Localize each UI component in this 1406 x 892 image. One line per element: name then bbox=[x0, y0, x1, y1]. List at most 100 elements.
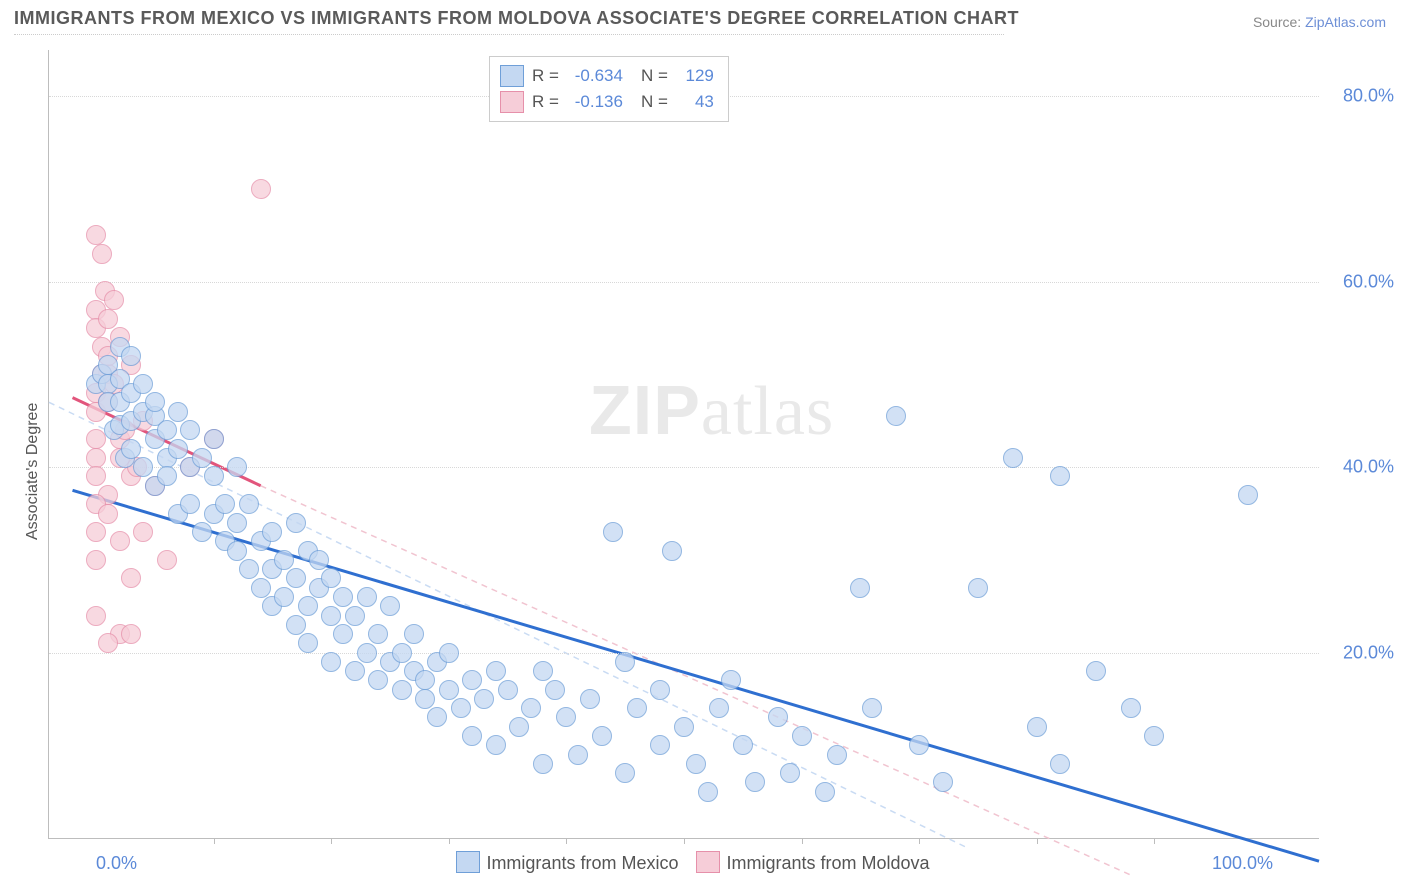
point-mexico bbox=[909, 735, 929, 755]
point-mexico bbox=[133, 374, 153, 394]
point-mexico bbox=[262, 522, 282, 542]
point-mexico bbox=[1144, 726, 1164, 746]
legend-r-label: R = bbox=[532, 63, 559, 89]
x-minor-tick bbox=[1037, 838, 1038, 844]
trend-line bbox=[261, 486, 1131, 875]
point-moldova bbox=[251, 179, 271, 199]
point-mexico bbox=[345, 606, 365, 626]
point-mexico bbox=[168, 402, 188, 422]
legend-series: Immigrants from Mexico Immigrants from Mo… bbox=[49, 851, 1319, 874]
point-mexico bbox=[192, 448, 212, 468]
point-mexico bbox=[1050, 466, 1070, 486]
legend-row: R =-0.634N =129 bbox=[500, 63, 714, 89]
y-axis-label: Associate's Degree bbox=[24, 403, 42, 540]
legend-r-value: -0.136 bbox=[567, 89, 623, 115]
legend-series-label: Immigrants from Mexico bbox=[486, 853, 678, 873]
point-mexico bbox=[239, 559, 259, 579]
point-mexico bbox=[886, 406, 906, 426]
point-moldova bbox=[104, 290, 124, 310]
point-mexico bbox=[1086, 661, 1106, 681]
y-tick-label: 40.0% bbox=[1343, 457, 1394, 478]
point-moldova bbox=[86, 225, 106, 245]
point-moldova bbox=[133, 522, 153, 542]
point-moldova bbox=[121, 624, 141, 644]
legend-swatch bbox=[456, 851, 480, 873]
point-mexico bbox=[204, 429, 224, 449]
point-mexico bbox=[215, 494, 235, 514]
y-tick-label: 60.0% bbox=[1343, 271, 1394, 292]
title-underline bbox=[14, 34, 1004, 35]
x-minor-tick bbox=[566, 838, 567, 844]
point-mexico bbox=[133, 457, 153, 477]
point-moldova bbox=[98, 309, 118, 329]
point-mexico bbox=[227, 457, 247, 477]
point-mexico bbox=[780, 763, 800, 783]
point-mexico bbox=[180, 420, 200, 440]
legend-series-label: Immigrants from Moldova bbox=[726, 853, 929, 873]
legend-correlation-box: R =-0.634N =129R =-0.136N =43 bbox=[489, 56, 729, 122]
watermark: ZIPatlas bbox=[589, 370, 834, 452]
point-mexico bbox=[192, 522, 212, 542]
point-mexico bbox=[815, 782, 835, 802]
point-mexico bbox=[309, 550, 329, 570]
point-mexico bbox=[462, 726, 482, 746]
legend-swatch bbox=[696, 851, 720, 873]
point-mexico bbox=[1121, 698, 1141, 718]
point-mexico bbox=[298, 633, 318, 653]
point-mexico bbox=[1050, 754, 1070, 774]
point-mexico bbox=[674, 717, 694, 737]
point-mexico bbox=[627, 698, 647, 718]
point-mexico bbox=[274, 550, 294, 570]
point-moldova bbox=[86, 550, 106, 570]
point-mexico bbox=[827, 745, 847, 765]
gridline bbox=[49, 282, 1319, 283]
point-mexico bbox=[792, 726, 812, 746]
point-mexico bbox=[404, 624, 424, 644]
point-mexico bbox=[168, 439, 188, 459]
point-mexico bbox=[698, 782, 718, 802]
chart-plot-area: ZIPatlas 20.0%40.0%60.0%80.0%0.0%100.0%R… bbox=[48, 50, 1319, 839]
point-mexico bbox=[345, 661, 365, 681]
point-mexico bbox=[556, 707, 576, 727]
point-mexico bbox=[592, 726, 612, 746]
point-mexico bbox=[427, 707, 447, 727]
point-mexico bbox=[157, 420, 177, 440]
point-mexico bbox=[227, 513, 247, 533]
legend-swatch bbox=[500, 65, 524, 87]
point-moldova bbox=[86, 466, 106, 486]
point-mexico bbox=[615, 652, 635, 672]
point-mexico bbox=[439, 680, 459, 700]
point-mexico bbox=[462, 670, 482, 690]
point-mexico bbox=[745, 772, 765, 792]
point-mexico bbox=[474, 689, 494, 709]
point-mexico bbox=[498, 680, 518, 700]
point-mexico bbox=[1027, 717, 1047, 737]
gridline bbox=[49, 653, 1319, 654]
point-mexico bbox=[533, 661, 553, 681]
legend-r-label: R = bbox=[532, 89, 559, 115]
point-mexico bbox=[650, 735, 670, 755]
point-mexico bbox=[933, 772, 953, 792]
point-mexico bbox=[768, 707, 788, 727]
point-mexico bbox=[603, 522, 623, 542]
point-mexico bbox=[686, 754, 706, 774]
point-mexico bbox=[486, 661, 506, 681]
x-minor-tick bbox=[1154, 838, 1155, 844]
point-moldova bbox=[86, 606, 106, 626]
point-mexico bbox=[251, 578, 271, 598]
point-mexico bbox=[533, 754, 553, 774]
legend-n-label: N = bbox=[641, 89, 668, 115]
point-mexico bbox=[1238, 485, 1258, 505]
point-mexico bbox=[509, 717, 529, 737]
source-link[interactable]: ZipAtlas.com bbox=[1305, 14, 1386, 30]
legend-r-value: -0.634 bbox=[567, 63, 623, 89]
point-mexico bbox=[392, 680, 412, 700]
point-mexico bbox=[321, 606, 341, 626]
point-mexico bbox=[733, 735, 753, 755]
legend-row: R =-0.136N =43 bbox=[500, 89, 714, 115]
y-tick-label: 80.0% bbox=[1343, 86, 1394, 107]
point-mexico bbox=[721, 670, 741, 690]
point-mexico bbox=[615, 763, 635, 783]
point-mexico bbox=[650, 680, 670, 700]
point-mexico bbox=[121, 346, 141, 366]
